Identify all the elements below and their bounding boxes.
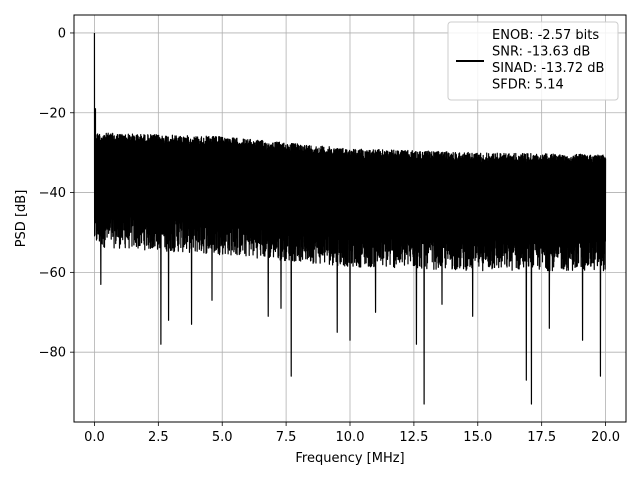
- x-tick-label: 5.0: [212, 430, 233, 445]
- x-tick-label: 15.0: [463, 430, 492, 445]
- y-axis: 0 −20 −40 −60 −80: [39, 26, 74, 361]
- y-tick-label: −20: [39, 106, 66, 121]
- y-tick-label: −80: [39, 346, 66, 361]
- legend-entry-text: SFDR: 5.14: [492, 78, 564, 93]
- legend-entry-text: SNR: -13.63 dB: [492, 45, 590, 60]
- x-tick-label: 17.5: [527, 430, 556, 445]
- y-tick-label: −40: [39, 186, 66, 201]
- x-axis: 0.0 2.5 5.0 7.5 10.0 12.5 15.0 17.5 20.0: [84, 422, 620, 445]
- series-layer: [93, 32, 607, 405]
- x-tick-label: 20.0: [591, 430, 620, 445]
- legend-entry-text: SINAD: -13.72 dB: [492, 61, 604, 76]
- y-tick-label: 0: [58, 26, 66, 41]
- x-tick-label: 12.5: [399, 430, 428, 445]
- x-tick-label: 2.5: [148, 430, 169, 445]
- x-tick-label: 7.5: [276, 430, 297, 445]
- x-tick-label: 0.0: [84, 430, 105, 445]
- legend-entry-text: ENOB: -2.57 bits: [492, 28, 599, 43]
- x-axis-title: Frequency [MHz]: [295, 451, 404, 466]
- y-tick-label: −60: [39, 266, 66, 281]
- legend-box: [447, 21, 619, 101]
- x-tick-label: 10.0: [336, 430, 365, 445]
- psd-series-line: [93, 32, 607, 405]
- y-axis-title: PSD [dB]: [14, 190, 29, 248]
